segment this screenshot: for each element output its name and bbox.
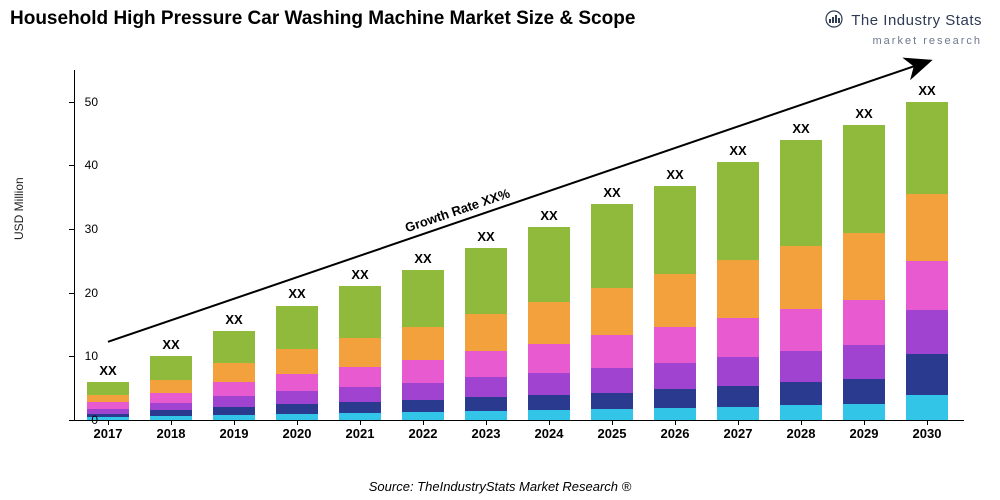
x-tick: [171, 420, 172, 425]
x-tick: [801, 420, 802, 425]
x-tick-label: 2029: [842, 426, 886, 441]
x-tick-label: 2026: [653, 426, 697, 441]
x-tick: [675, 420, 676, 425]
y-axis-label: USD Million: [12, 177, 26, 240]
x-tick-label: 2018: [149, 426, 193, 441]
x-tick-label: 2019: [212, 426, 256, 441]
growth-arrow: [75, 70, 965, 420]
x-tick-label: 2030: [905, 426, 949, 441]
y-tick-label: 30: [68, 222, 98, 236]
x-tick-label: 2025: [590, 426, 634, 441]
x-tick: [297, 420, 298, 425]
source-caption: Source: TheIndustryStats Market Research…: [0, 479, 1000, 494]
y-tick-label: 20: [68, 286, 98, 300]
logo-main-text: The Industry Stats: [851, 12, 982, 29]
x-axis-line: [74, 420, 964, 421]
y-tick-label: 0: [68, 413, 98, 427]
logo-icon: [825, 10, 843, 32]
x-tick: [549, 420, 550, 425]
x-tick-label: 2028: [779, 426, 823, 441]
y-tick-label: 50: [68, 95, 98, 109]
x-tick: [612, 420, 613, 425]
brand-logo: The Industry Stats market research: [825, 10, 982, 48]
x-tick: [108, 420, 109, 425]
x-tick-label: 2024: [527, 426, 571, 441]
x-tick: [738, 420, 739, 425]
x-tick-label: 2020: [275, 426, 319, 441]
x-tick: [423, 420, 424, 425]
y-tick-label: 40: [68, 158, 98, 172]
x-tick-label: 2022: [401, 426, 445, 441]
x-tick: [234, 420, 235, 425]
logo-sub-text: market research: [873, 35, 982, 47]
x-tick: [927, 420, 928, 425]
chart-container: Household High Pressure Car Washing Mach…: [0, 0, 1000, 500]
x-tick-label: 2023: [464, 426, 508, 441]
plot-area: XXXXXXXXXXXXXXXXXXXXXXXXXXXX Growth Rate…: [75, 70, 965, 420]
x-tick: [360, 420, 361, 425]
chart-title: Household High Pressure Car Washing Mach…: [10, 8, 635, 30]
x-tick-label: 2027: [716, 426, 760, 441]
x-tick: [864, 420, 865, 425]
y-tick-label: 10: [68, 349, 98, 363]
x-tick-label: 2017: [86, 426, 130, 441]
x-tick-label: 2021: [338, 426, 382, 441]
x-tick: [486, 420, 487, 425]
